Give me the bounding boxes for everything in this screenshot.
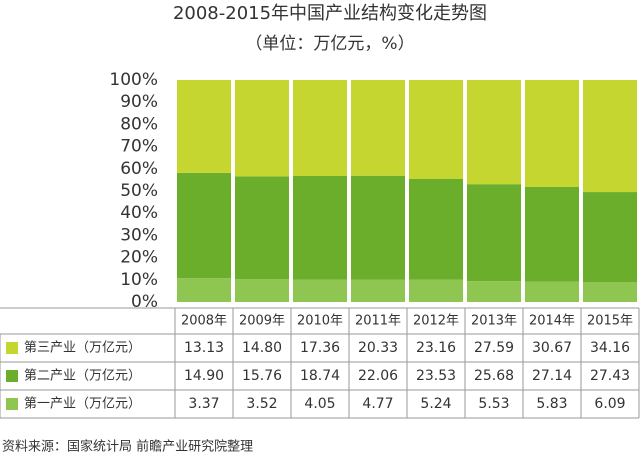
bar-segment [525, 80, 579, 187]
x-tick-label: 2011年 [355, 314, 401, 329]
y-tick-label: 20% [120, 248, 158, 268]
bar-segment [351, 175, 405, 280]
table-value: 27.43 [590, 368, 630, 384]
legend-label: 第一产业（万亿元） [24, 397, 141, 412]
legend-label: 第二产业（万亿元） [24, 369, 141, 384]
table-value: 5.53 [478, 396, 509, 412]
bar-segment [525, 281, 579, 302]
table-value: 13.13 [184, 340, 224, 356]
table-value: 17.36 [300, 340, 340, 356]
legend-swatch [6, 398, 18, 410]
table-value: 4.05 [304, 396, 335, 412]
table-value: 25.68 [474, 368, 514, 384]
table-value: 6.09 [594, 396, 625, 412]
table-value: 18.74 [300, 368, 340, 384]
bar-segment [467, 184, 521, 282]
legend-swatch [6, 370, 18, 382]
bar-segment [293, 279, 347, 302]
bar-segment [177, 80, 231, 173]
table-value: 20.33 [358, 340, 398, 356]
y-tick-label: 10% [120, 270, 158, 290]
y-tick-label: 80% [120, 114, 158, 134]
y-tick-label: 0% [131, 292, 158, 312]
x-tick-label: 2012年 [413, 314, 459, 329]
bar-segment [235, 176, 289, 280]
legend-label: 第三产业（万亿元） [24, 341, 141, 356]
x-tick-label: 2013年 [471, 314, 517, 329]
table-value: 5.83 [536, 396, 567, 412]
chart-title: 2008-2015年中国产业结构变化走势图 [173, 3, 487, 24]
chart-subtitle: （单位：万亿元，%） [245, 34, 414, 54]
table-value: 27.14 [532, 368, 572, 384]
table-value: 3.37 [188, 396, 219, 412]
bar-segment [583, 192, 637, 283]
x-tick-label: 2010年 [297, 314, 343, 329]
bar-segment [293, 80, 347, 176]
x-tick-label: 2014年 [529, 314, 575, 329]
y-tick-label: 50% [120, 181, 158, 201]
y-tick-label: 100% [109, 70, 158, 90]
bar-segment [409, 279, 463, 302]
table-value: 22.06 [358, 368, 398, 384]
table-value: 14.90 [184, 368, 224, 384]
bar-segment [351, 279, 405, 302]
bar-segment [177, 278, 231, 302]
source-note: 资料来源：国家统计局 前瞻产业研究院整理 [2, 439, 253, 455]
bar-segment [467, 80, 521, 185]
bar-segment [409, 80, 463, 180]
y-tick-label: 60% [120, 159, 158, 179]
y-tick-label: 90% [120, 92, 158, 112]
table-value: 15.76 [242, 368, 282, 384]
table-value: 4.77 [362, 396, 393, 412]
bar-segment [351, 80, 405, 176]
bar-segment [583, 80, 637, 193]
table-value: 23.16 [416, 340, 456, 356]
bar-segment [409, 179, 463, 280]
bar-segment [583, 282, 637, 302]
legend-swatch [6, 342, 18, 354]
bar-segment [525, 186, 579, 282]
x-tick-label: 2008年 [181, 314, 227, 329]
table-value: 5.24 [420, 396, 451, 412]
table-value: 3.52 [246, 396, 277, 412]
y-tick-label: 40% [120, 203, 158, 223]
x-tick-label: 2015年 [587, 314, 633, 329]
table-value: 27.59 [474, 340, 514, 356]
x-tick-label: 2009年 [239, 314, 285, 329]
bar-segment [177, 172, 231, 279]
bar-segment [235, 279, 289, 302]
table-value: 14.80 [242, 340, 282, 356]
y-tick-label: 70% [120, 137, 158, 157]
table-value: 30.67 [532, 340, 572, 356]
bar-segment [293, 175, 347, 280]
y-tick-label: 30% [120, 225, 158, 245]
table-value: 34.16 [590, 340, 630, 356]
table-value: 23.53 [416, 368, 456, 384]
bar-segment [467, 281, 521, 302]
bar-segment [235, 80, 289, 177]
